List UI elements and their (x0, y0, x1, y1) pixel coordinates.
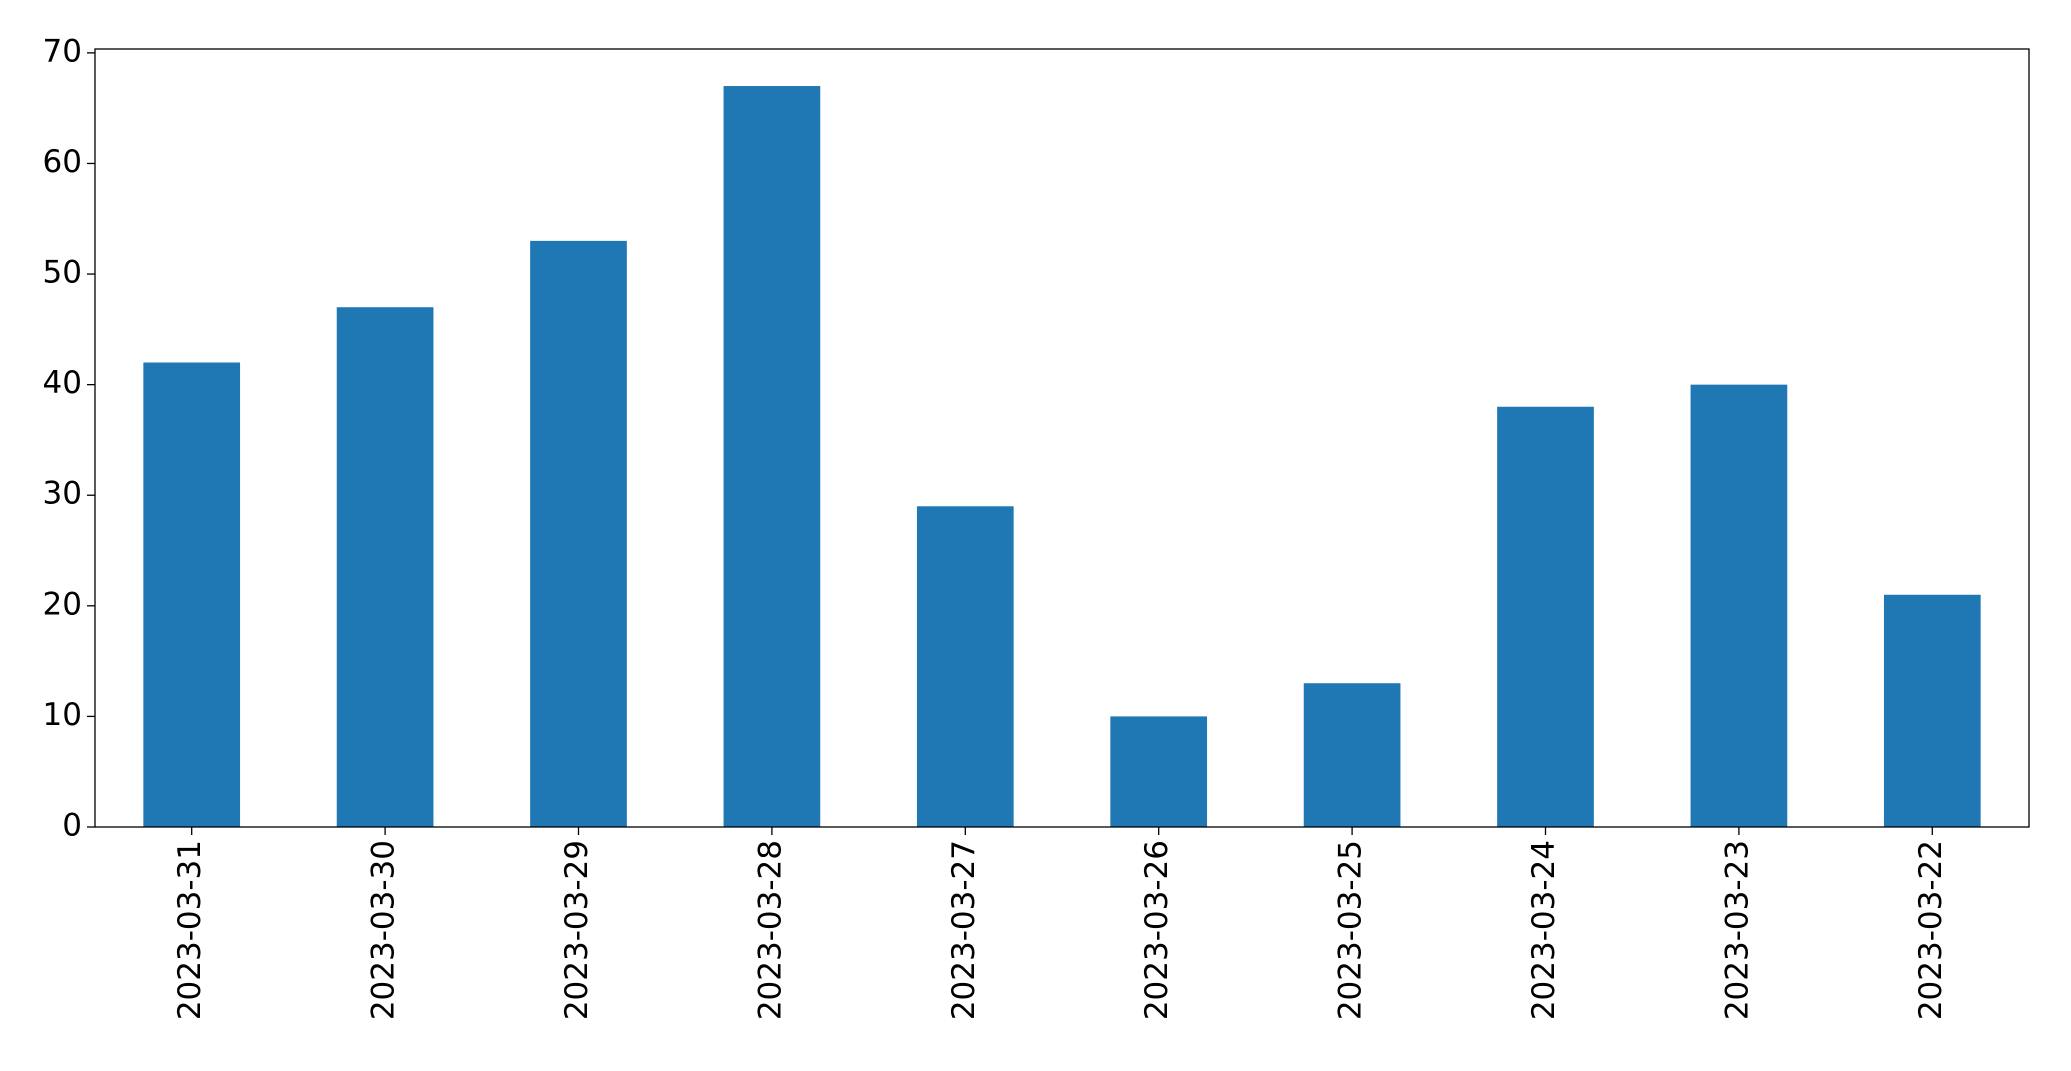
bar (530, 240, 627, 828)
x-tick-label: 2023-03-31 (172, 840, 208, 1020)
x-tick-label: 2023-03-23 (1719, 840, 1755, 1020)
x-tick-label: 2023-03-30 (366, 840, 402, 1020)
bar (723, 86, 821, 828)
bar (143, 362, 241, 827)
y-tick-label: 60 (43, 144, 82, 180)
y-tick-label: 30 (43, 476, 82, 512)
x-tick-label: 2023-03-26 (1139, 840, 1175, 1020)
x-tick-label: 2023-03-24 (1526, 840, 1562, 1020)
bar (1883, 594, 1981, 827)
y-tick-label: 10 (43, 697, 82, 733)
bar (336, 307, 434, 828)
bar (1690, 384, 1788, 827)
bar (1497, 406, 1594, 827)
x-tick-label: 2023-03-22 (1913, 840, 1949, 1020)
x-tick-label: 2023-03-29 (559, 840, 595, 1020)
y-tick-label: 50 (43, 255, 82, 291)
y-tick-label: 20 (43, 586, 82, 622)
bar (916, 506, 1014, 827)
bar (1303, 683, 1401, 827)
plot-frame (94, 48, 2030, 828)
x-tick-label: 2023-03-28 (752, 840, 788, 1020)
bar (1110, 716, 1208, 827)
y-tick-label: 70 (43, 33, 82, 69)
x-tick-label: 2023-03-25 (1333, 840, 1369, 1020)
y-tick-label: 0 (62, 808, 82, 844)
x-tick-label: 2023-03-27 (946, 840, 982, 1020)
y-tick-label: 40 (43, 365, 82, 401)
